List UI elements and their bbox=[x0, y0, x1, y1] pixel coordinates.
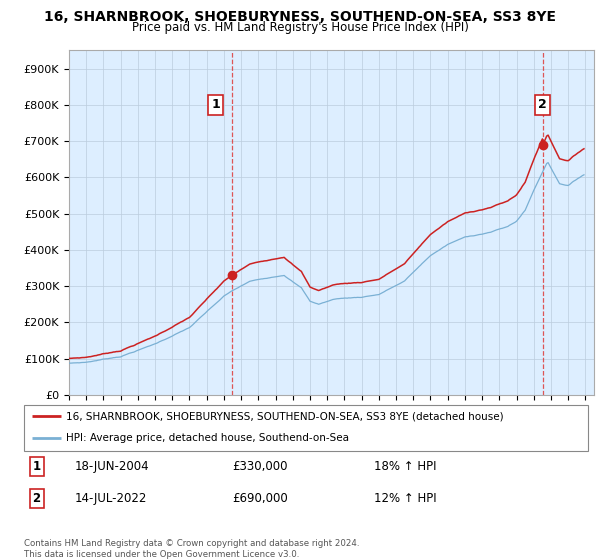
Text: 12% ↑ HPI: 12% ↑ HPI bbox=[374, 492, 436, 505]
Text: 16, SHARNBROOK, SHOEBURYNESS, SOUTHEND-ON-SEA, SS3 8YE (detached house): 16, SHARNBROOK, SHOEBURYNESS, SOUTHEND-O… bbox=[66, 412, 504, 421]
Text: 16, SHARNBROOK, SHOEBURYNESS, SOUTHEND-ON-SEA, SS3 8YE: 16, SHARNBROOK, SHOEBURYNESS, SOUTHEND-O… bbox=[44, 10, 556, 24]
Text: Price paid vs. HM Land Registry's House Price Index (HPI): Price paid vs. HM Land Registry's House … bbox=[131, 21, 469, 34]
Text: HPI: Average price, detached house, Southend-on-Sea: HPI: Average price, detached house, Sout… bbox=[66, 433, 349, 443]
Text: 1: 1 bbox=[211, 99, 220, 111]
Text: 18% ↑ HPI: 18% ↑ HPI bbox=[374, 460, 436, 473]
Text: 2: 2 bbox=[32, 492, 41, 505]
Text: 14-JUL-2022: 14-JUL-2022 bbox=[75, 492, 147, 505]
FancyBboxPatch shape bbox=[24, 405, 588, 451]
Text: 2: 2 bbox=[538, 99, 547, 111]
Text: 18-JUN-2004: 18-JUN-2004 bbox=[75, 460, 149, 473]
Text: £690,000: £690,000 bbox=[233, 492, 289, 505]
Text: Contains HM Land Registry data © Crown copyright and database right 2024.
This d: Contains HM Land Registry data © Crown c… bbox=[24, 539, 359, 559]
Text: 1: 1 bbox=[32, 460, 41, 473]
Text: £330,000: £330,000 bbox=[233, 460, 288, 473]
